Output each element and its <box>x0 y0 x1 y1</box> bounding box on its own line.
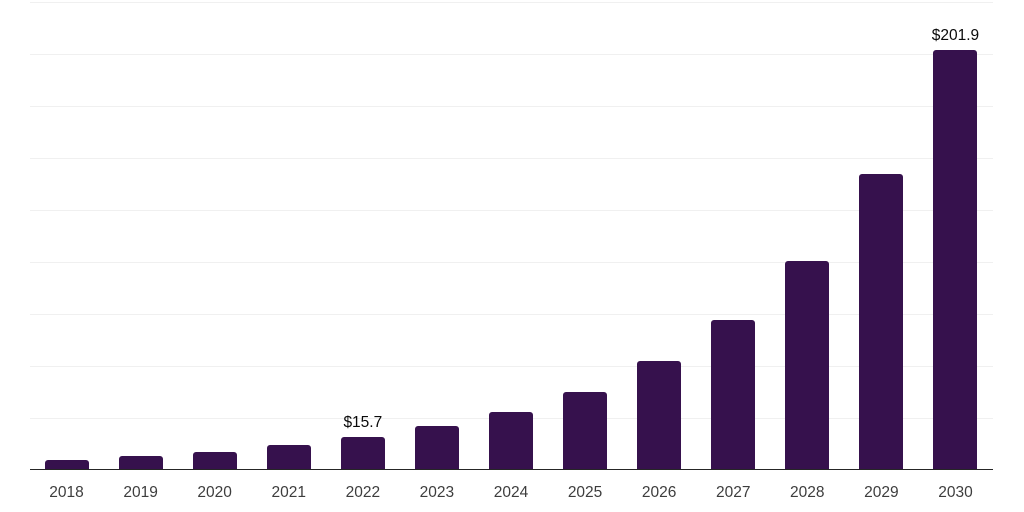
x-tick-label-2018: 2018 <box>49 484 84 501</box>
bar-2020 <box>192 452 237 470</box>
bar-2029 <box>859 174 904 470</box>
x-tick-label-2019: 2019 <box>123 484 158 501</box>
x-tick-label-2028: 2028 <box>790 484 825 501</box>
x-tick-label-2026: 2026 <box>641 484 677 501</box>
bar-2021 <box>266 445 311 470</box>
bar-2028 <box>785 261 830 470</box>
x-tick-label-2029: 2029 <box>864 484 899 501</box>
bar-2026 <box>637 361 682 470</box>
gridline <box>29 53 993 55</box>
gridline <box>29 313 993 315</box>
bar-2019 <box>118 456 163 470</box>
bar-2023 <box>414 426 459 470</box>
x-tick-label-2021: 2021 <box>271 484 306 501</box>
x-tick-label-2022: 2022 <box>345 484 381 501</box>
gridline <box>29 365 993 367</box>
gridline <box>29 105 993 107</box>
gridline <box>29 157 993 159</box>
bar-2025 <box>563 391 608 470</box>
bar-2024 <box>489 411 533 470</box>
data-label-2030: $201.9 <box>931 26 980 44</box>
x-tick-label-2020: 2020 <box>197 484 232 501</box>
bar-2030 <box>933 49 978 470</box>
bar-2022 <box>340 436 385 470</box>
x-tick-label-2023: 2023 <box>419 484 455 501</box>
x-tick-label-2025: 2025 <box>567 484 603 501</box>
x-tick-label-2024: 2024 <box>493 484 529 501</box>
data-label-2022: $15.7 <box>343 413 383 431</box>
gridline <box>29 261 993 263</box>
x-axis-line <box>29 468 993 471</box>
bar-2018 <box>44 459 89 470</box>
gridline <box>29 1 993 3</box>
gridline <box>29 209 993 211</box>
x-tick-label-2027: 2027 <box>715 484 751 501</box>
bar-2027 <box>711 320 756 470</box>
x-tick-label-2030: 2030 <box>938 484 973 501</box>
